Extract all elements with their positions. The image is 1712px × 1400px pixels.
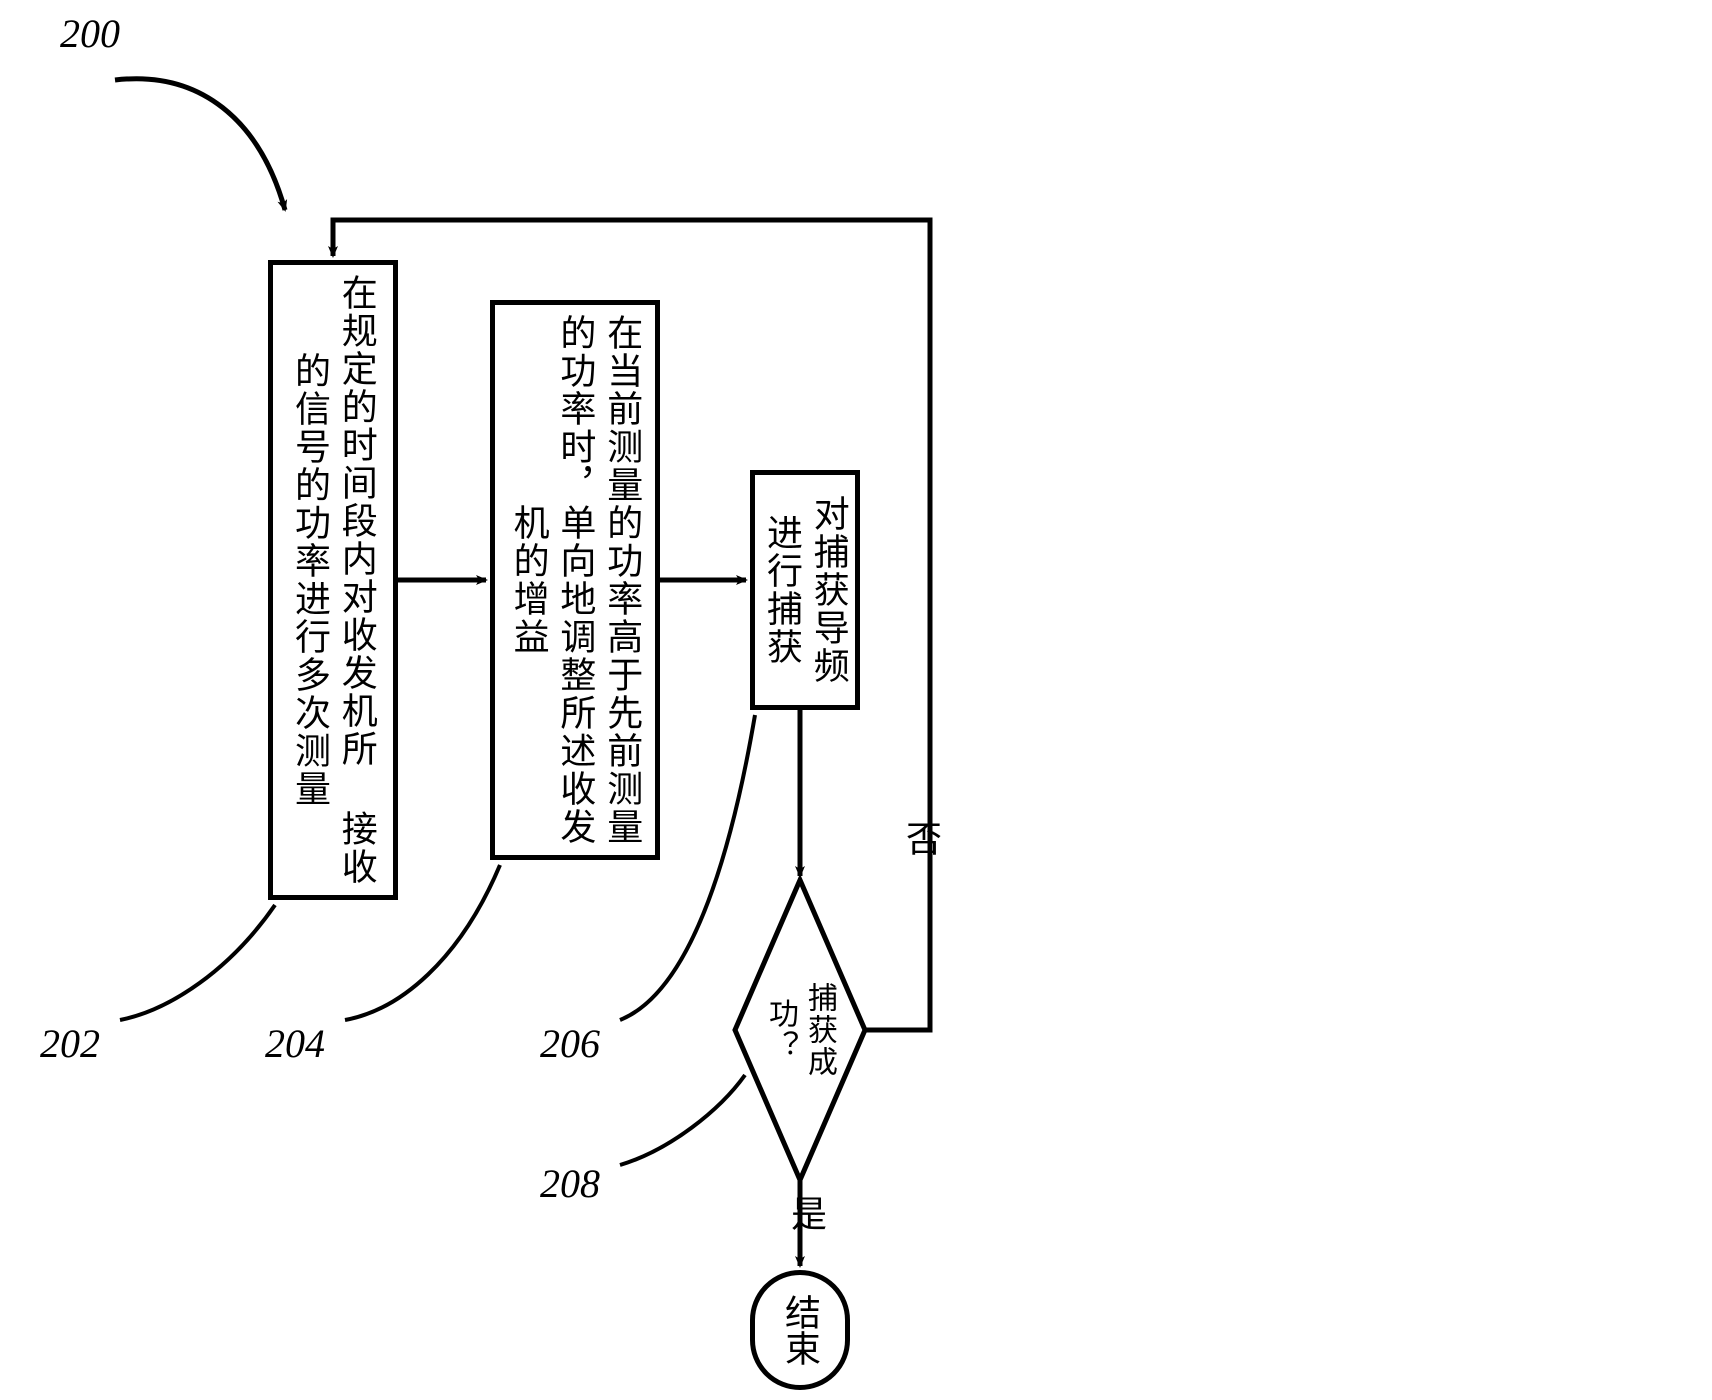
step-206-ref: 206 bbox=[540, 1020, 600, 1067]
edge-label-yes: 是 bbox=[780, 1195, 832, 1231]
step-202-ref: 202 bbox=[40, 1020, 100, 1067]
figure-ref-200: 200 bbox=[60, 10, 120, 57]
flowchart-canvas: 200 在规定的时间段内对收发机所 接收的信号的功率进行多次测量 202 在当前… bbox=[0, 0, 1712, 1400]
decision-208-text-wrap: 捕获成功？ bbox=[765, 955, 835, 1105]
step-204-text: 在当前测量的功率高于先前测量 的功率时，单向地调整所述收发 机的增益 bbox=[505, 305, 645, 855]
edge-label-no: 否 bbox=[895, 820, 947, 856]
step-202-text: 在规定的时间段内对收发机所 接收的信号的功率进行多次测量 bbox=[286, 265, 380, 895]
end-terminal-text: 结束 bbox=[774, 1294, 826, 1366]
step-206-text: 对捕获导频 进行捕获 bbox=[758, 475, 852, 705]
step-202-box: 在规定的时间段内对收发机所 接收的信号的功率进行多次测量 bbox=[268, 260, 398, 900]
step-206-box: 对捕获导频 进行捕获 bbox=[750, 470, 860, 710]
step-204-ref: 204 bbox=[265, 1020, 325, 1067]
step-204-box: 在当前测量的功率高于先前测量 的功率时，单向地调整所述收发 机的增益 bbox=[490, 300, 660, 860]
decision-208-ref: 208 bbox=[540, 1160, 600, 1207]
decision-208-text: 捕获成功？ bbox=[761, 955, 839, 1105]
end-terminal: 结束 bbox=[750, 1270, 850, 1390]
